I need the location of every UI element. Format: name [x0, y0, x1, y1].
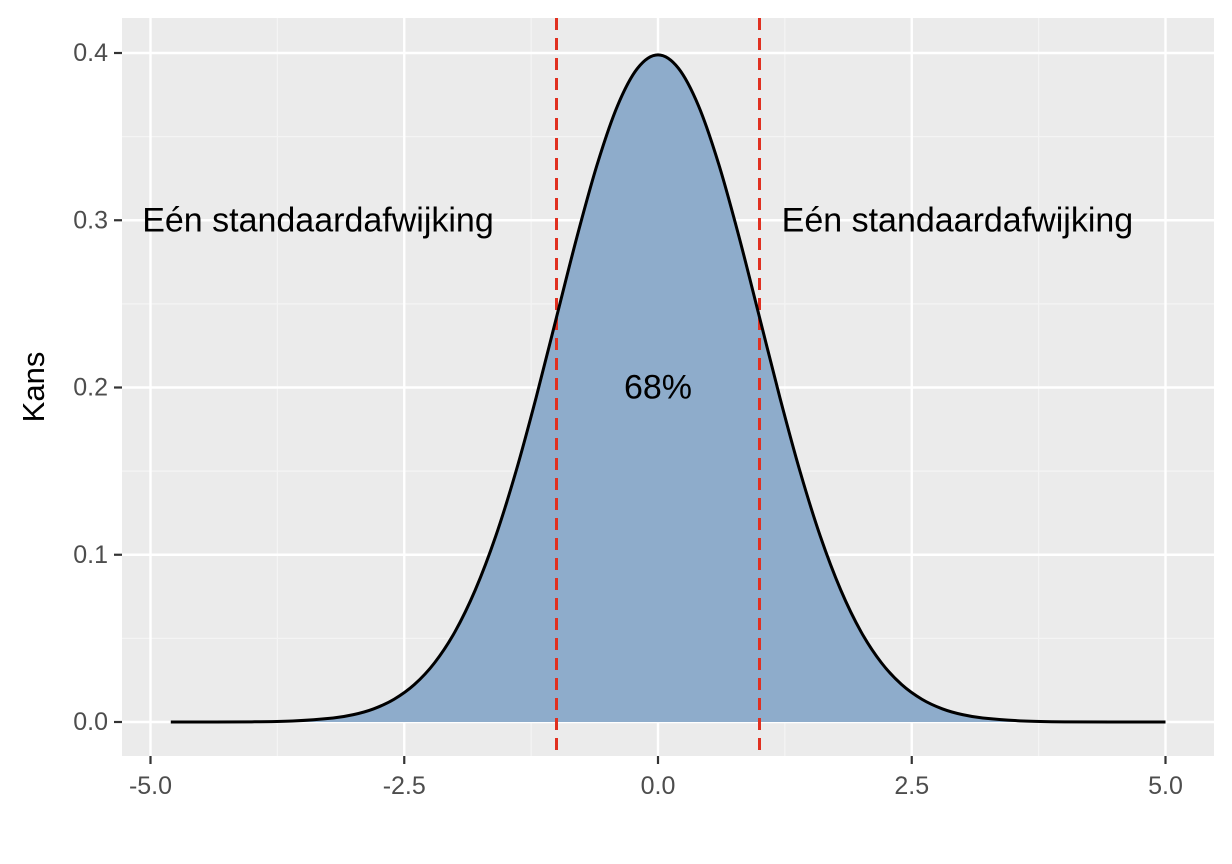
y-axis-title: Kans: [16, 352, 51, 423]
x-tick-label: -2.5: [383, 772, 426, 800]
annotations: Eén standaardafwijking Eén standaardafwij…: [142, 201, 1133, 406]
reference-lines: [555, 18, 761, 756]
annotation-label: Eén standaardafwijking: [782, 201, 1134, 239]
x-tick-label: 2.5: [894, 772, 929, 800]
y-tick-label: 0.3: [73, 206, 108, 234]
y-tick-label: 0.1: [73, 541, 108, 569]
x-tick-label: 0.0: [641, 772, 676, 800]
annotation-label: Eén standaardafwijking: [142, 201, 494, 239]
density-line: [170, 53, 1166, 724]
y-tick-label: 0.0: [73, 708, 108, 736]
density-area: [170, 54, 1166, 722]
x-axis-ticks: -5.0 -2.5 0.0 2.5 5.0: [129, 756, 1183, 800]
x-tick-label: 5.0: [1148, 772, 1183, 800]
y-axis-ticks: 0.0 0.1 0.2 0.3 0.4: [73, 39, 122, 736]
y-tick-label: 0.4: [73, 39, 108, 67]
annotation-label: 68%: [624, 369, 692, 407]
y-tick-label: 0.2: [73, 374, 108, 402]
x-tick-label: -5.0: [129, 772, 172, 800]
